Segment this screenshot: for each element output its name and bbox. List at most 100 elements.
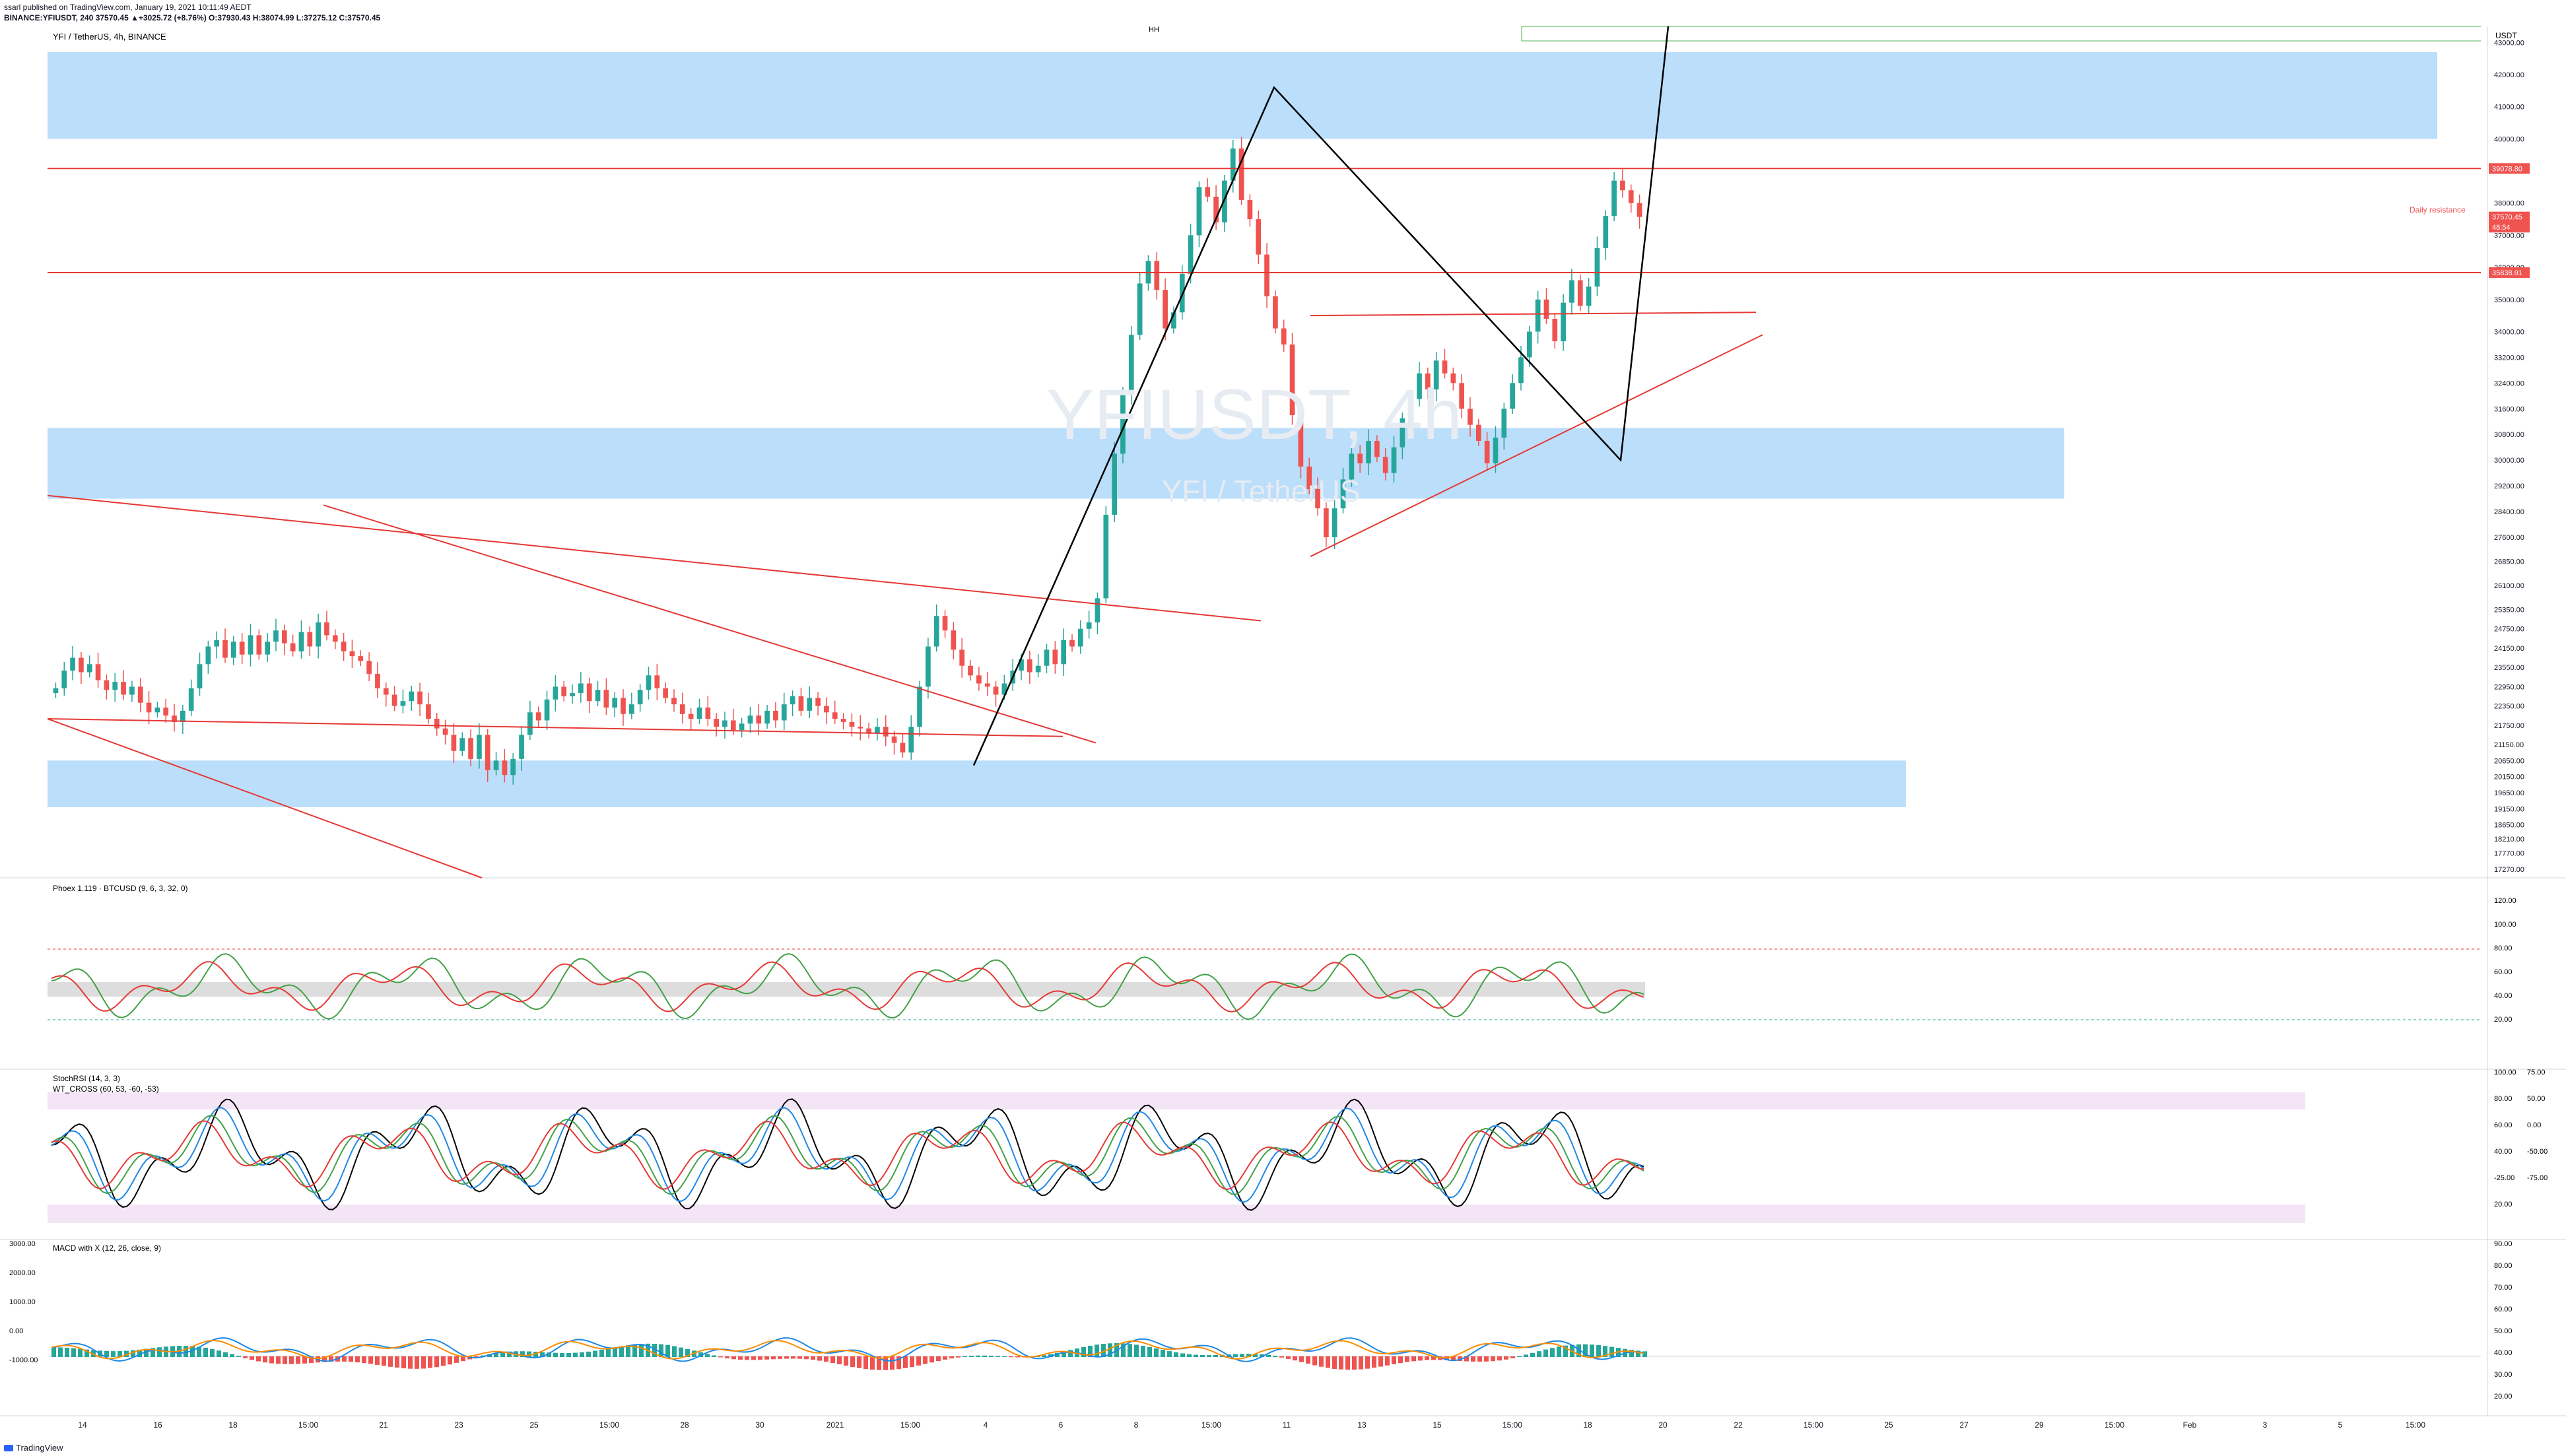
trend-line xyxy=(1310,312,1757,317)
pane1-tick: 80.00 xyxy=(2494,944,2513,952)
y-tick-label: 37000.00 xyxy=(2494,232,2524,240)
candle-body xyxy=(621,698,626,714)
candle xyxy=(756,704,762,736)
pane2-oversold-zone xyxy=(48,1205,2305,1223)
candle-body xyxy=(603,690,609,708)
candle-body xyxy=(959,649,965,666)
candle-body xyxy=(375,673,380,688)
x-tick-label: 27 xyxy=(1959,1420,1969,1430)
candle-body xyxy=(815,698,821,706)
candle-body xyxy=(612,698,618,708)
pane3-hist-bar xyxy=(870,1356,875,1370)
x-tick-label: 3 xyxy=(2263,1420,2268,1430)
candle-body xyxy=(773,710,778,721)
candle xyxy=(1535,290,1541,344)
pane3-hist-bar xyxy=(1293,1356,1297,1361)
pane3-hist-bar xyxy=(672,1346,677,1357)
candle xyxy=(188,679,194,716)
pane3-hist-bar xyxy=(639,1344,644,1357)
pane3-hist-bar xyxy=(1141,1346,1145,1357)
grid xyxy=(0,26,2566,1416)
candle xyxy=(1264,243,1269,308)
pane3-hist-bar xyxy=(1530,1352,1535,1357)
candle-body xyxy=(858,727,863,729)
pane3-hist-bar xyxy=(830,1356,835,1364)
pane2-tick: 75.00 xyxy=(2527,1069,2546,1076)
candle xyxy=(1620,169,1625,198)
supply-zone-top xyxy=(48,51,2437,139)
candle-body xyxy=(172,715,177,722)
pane1-title: Phoex 1.119 · BTCUSD (9, 6, 3, 32, 0) xyxy=(53,884,188,893)
candle-body xyxy=(1577,280,1583,306)
candle xyxy=(1086,611,1092,639)
candle-body xyxy=(502,760,508,776)
pane3-hist-bar xyxy=(547,1352,551,1357)
candle xyxy=(1374,435,1380,463)
demand-zone-low xyxy=(48,760,1906,807)
pane3-hist-bar xyxy=(1088,1345,1093,1357)
pane3-hist-bar xyxy=(1543,1349,1548,1357)
candle-body xyxy=(1425,373,1431,390)
candle xyxy=(1112,442,1117,523)
candle xyxy=(349,640,355,669)
pane3-tick: 0.00 xyxy=(9,1327,23,1335)
pane3-hist-bar xyxy=(269,1356,274,1364)
candle-body xyxy=(1543,299,1549,319)
candle xyxy=(815,692,821,716)
candle xyxy=(1128,326,1134,405)
candle xyxy=(1552,313,1558,349)
pane3-tick: 1000.00 xyxy=(9,1298,36,1306)
pane3-hist-bar xyxy=(71,1348,76,1357)
publish-info: ssarl published on TradingView.com, Janu… xyxy=(4,3,252,12)
x-tick-label: 22 xyxy=(1734,1420,1743,1430)
candle xyxy=(451,723,457,763)
pane3-hist-bar xyxy=(1048,1354,1053,1357)
candle-body xyxy=(417,691,422,705)
pane3-hist-bar xyxy=(1306,1356,1310,1364)
price-label: 48:54 xyxy=(2489,222,2530,233)
trend-lines xyxy=(47,26,2481,878)
y-tick-label: 27600.00 xyxy=(2494,534,2524,542)
pane3-hist-bar xyxy=(144,1348,149,1357)
pane3-hist-bar xyxy=(791,1356,795,1359)
candle-body xyxy=(747,715,753,724)
candle-body xyxy=(1247,199,1253,220)
candle-body xyxy=(1349,453,1355,480)
y-tick-label: 22950.00 xyxy=(2494,683,2524,691)
pane3-hist-bar xyxy=(725,1356,729,1359)
candle xyxy=(570,684,575,704)
candle xyxy=(1543,288,1549,324)
candle xyxy=(747,707,753,733)
candle xyxy=(917,680,922,737)
candle-body xyxy=(1298,415,1304,467)
candle-body xyxy=(1510,383,1515,409)
pane3-hist-bar xyxy=(817,1356,822,1361)
x-tick-label: 2021 xyxy=(827,1420,844,1430)
pane3-hist-bar xyxy=(1418,1356,1423,1361)
candle xyxy=(679,692,685,724)
supply-demand-zones xyxy=(48,51,2437,807)
candle-body xyxy=(1340,479,1346,509)
candle xyxy=(459,732,465,756)
pane3-hist-bar xyxy=(996,1356,1000,1357)
candle-body xyxy=(1357,453,1363,464)
pane3-hist-bar xyxy=(1431,1356,1436,1360)
pane3-hist-bar xyxy=(593,1350,597,1357)
trend-line xyxy=(47,494,1262,622)
candle xyxy=(1332,500,1337,550)
pane3-hist-bar xyxy=(51,1347,56,1357)
candle-body xyxy=(790,696,795,705)
candle-body xyxy=(265,642,271,655)
candle xyxy=(535,706,541,728)
pane2-d-line xyxy=(51,1107,1644,1203)
candle xyxy=(205,640,211,674)
candle-body xyxy=(273,630,279,642)
candle xyxy=(281,624,287,655)
candle xyxy=(324,611,329,641)
pane3-hist-bar xyxy=(1385,1356,1390,1366)
candle xyxy=(1052,641,1058,674)
candle-body xyxy=(1019,659,1024,671)
pane3-hist-bar xyxy=(1491,1356,1495,1362)
candle-body xyxy=(1061,640,1067,665)
